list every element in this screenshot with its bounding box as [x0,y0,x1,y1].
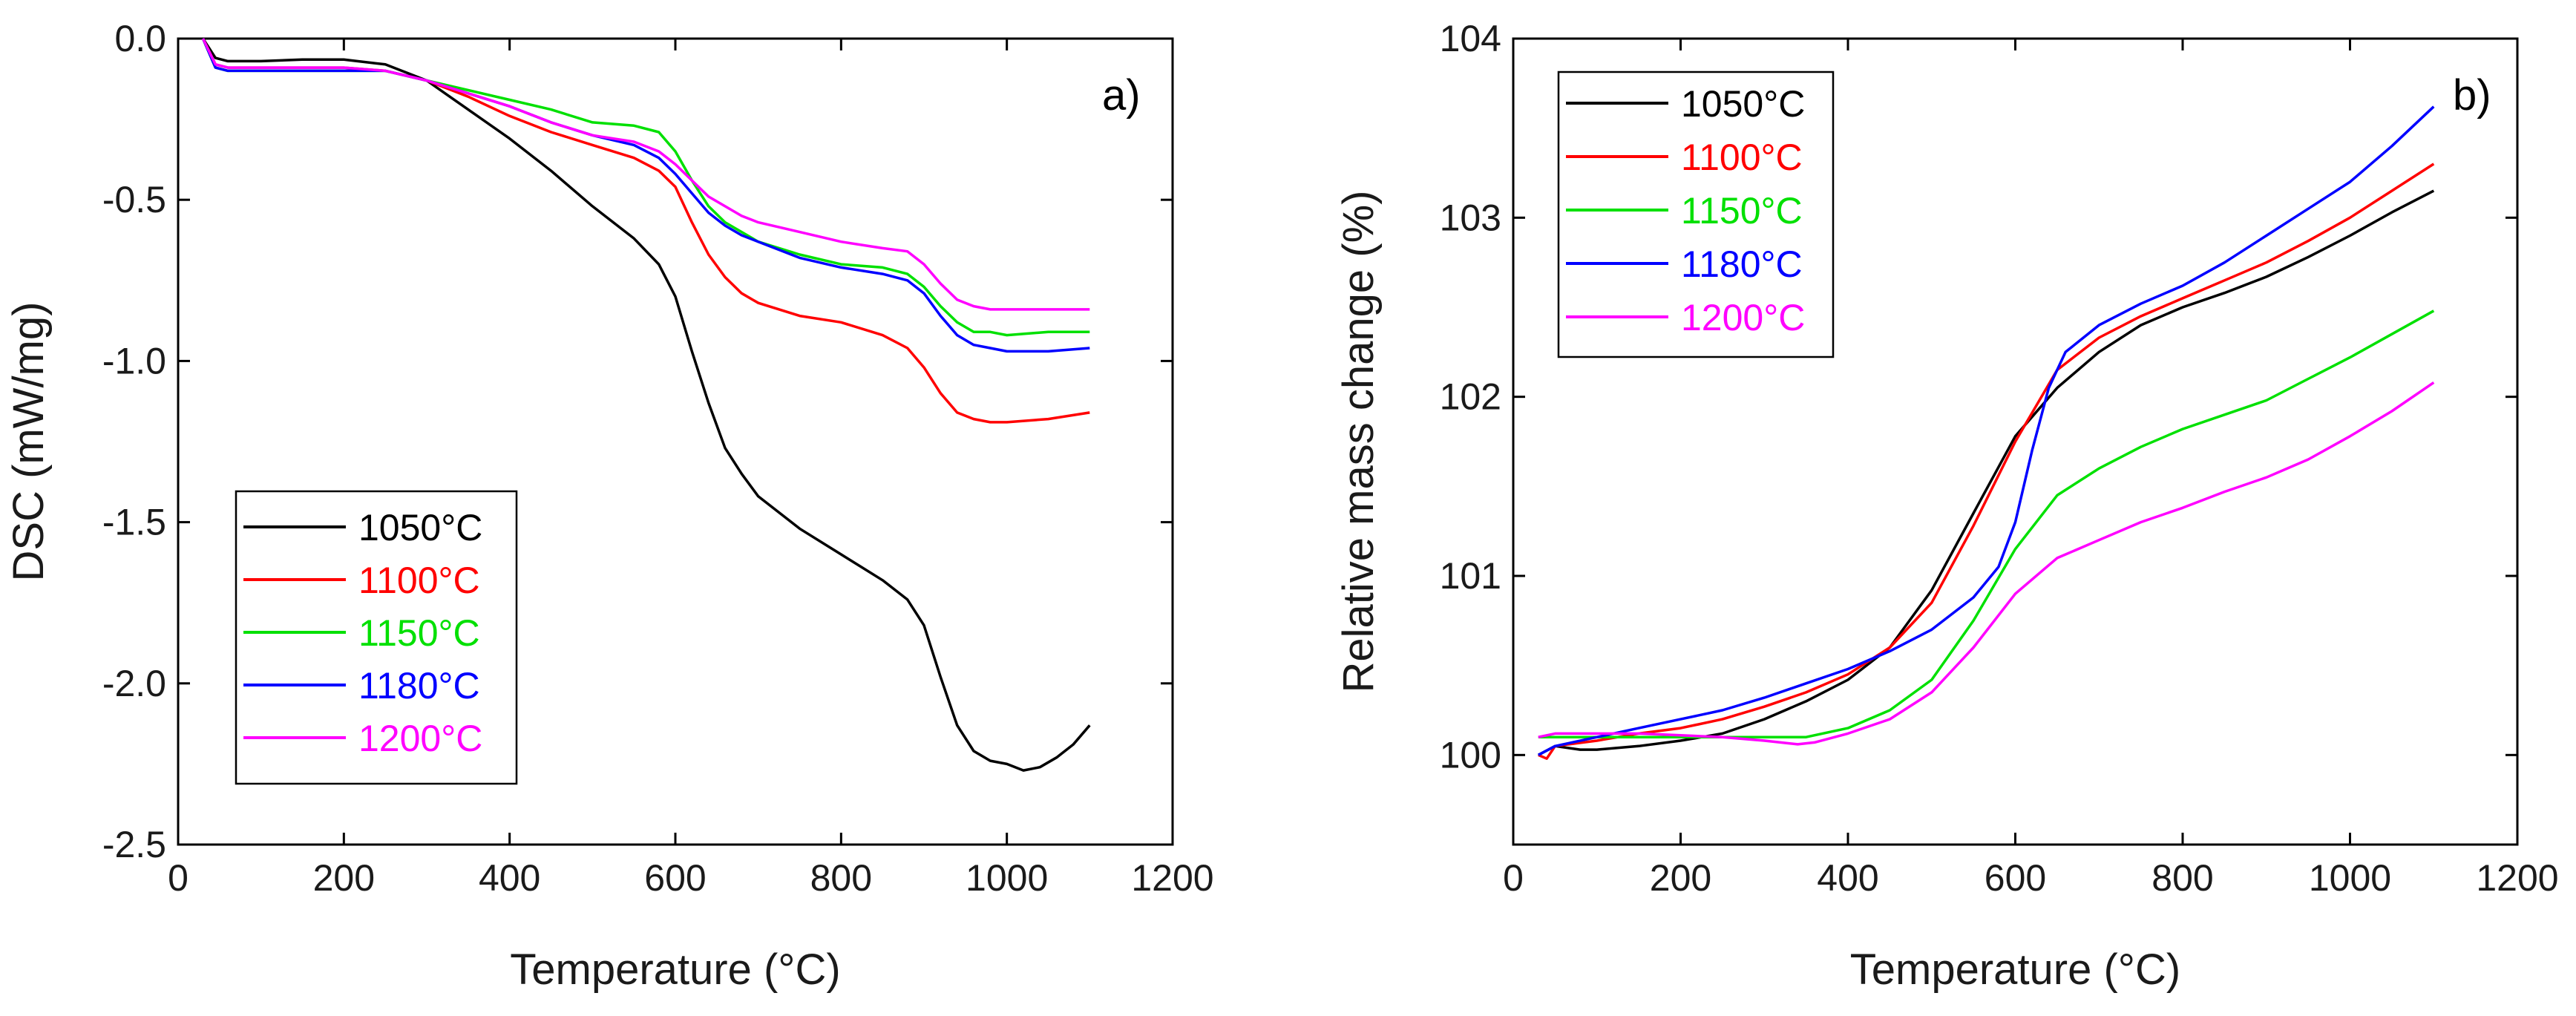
legend-label: 1100°C [358,560,480,601]
legend-box [235,490,518,785]
series-line-1180C [1537,105,2435,756]
series-line-1050C [1537,189,2435,756]
panel-label: a) [1102,71,1141,119]
legend-label: 1150°C [358,612,480,654]
y-tick-label: 101 [1440,555,1501,597]
x-axis-title: Temperature (°C) [1850,945,2180,994]
y-tick-label: 0.0 [114,18,166,59]
y-tick-label: -1.0 [102,340,166,381]
legend-label: 1200°C [358,718,482,759]
legend-label: 1050°C [1681,83,1805,125]
y-tick-label: 100 [1440,734,1501,776]
legend-label: 1150°C [1681,190,1803,232]
y-tick-label: -1.5 [102,502,166,543]
series-line-1180C [201,38,1090,353]
y-tick-label: 102 [1440,376,1501,418]
chart-panel-b: 0 200 400 600 800 1000 1200 100 101 102 103 104 Temp… [1334,18,2559,994]
series-line-1050C [202,38,1091,772]
panel-label: b) [2453,71,2491,119]
legend-label: 1180°C [358,665,480,707]
series-line-1150C [201,38,1090,337]
y-tick-label: 104 [1440,18,1501,59]
y-tick-label: 103 [1440,197,1501,238]
x-tick-label: 200 [1650,857,1711,899]
x-tick-label: 1200 [1131,857,1213,899]
legend-label: 1100°C [1681,137,1803,178]
series-line-1200C [201,38,1090,311]
x-tick-label: 400 [479,857,540,899]
y-tick-label: -2.0 [102,663,166,704]
x-tick-label: 200 [313,857,375,899]
series-line-1200C [1538,381,2435,746]
chart-panel-a: 0 200 400 600 800 1000 1200 0.0 -0.5 -1.0 -1.5 -2.0… [4,18,1214,994]
x-tick-label: 400 [1817,857,1878,899]
series-line-1100C [201,38,1090,424]
x-axis-title: Temperature (°C) [510,945,840,994]
legend-label: 1050°C [358,507,482,548]
x-tick-label: 800 [810,857,872,899]
x-tick-label: 1200 [2476,857,2558,899]
x-tick-label: 0 [1503,857,1524,899]
x-tick-label: 1000 [2309,857,2391,899]
legend-box [1557,71,1835,358]
legend-label: 1200°C [1681,297,1805,338]
x-tick-label: 600 [644,857,706,899]
x-tick-label: 600 [1985,857,2046,899]
x-tick-label: 1000 [966,857,1048,899]
y-tick-label: -2.5 [102,824,166,865]
y-axis-title: DSC (mW/mg) [4,302,53,582]
legend-label: 1180°C [1681,243,1803,285]
x-tick-label: 800 [2151,857,2213,899]
y-axis-title: Relative mass change (%) [1334,191,1383,693]
y-tick-label: -0.5 [102,179,166,220]
x-tick-label: 0 [168,857,189,899]
series-line-1150C [1538,309,2435,738]
